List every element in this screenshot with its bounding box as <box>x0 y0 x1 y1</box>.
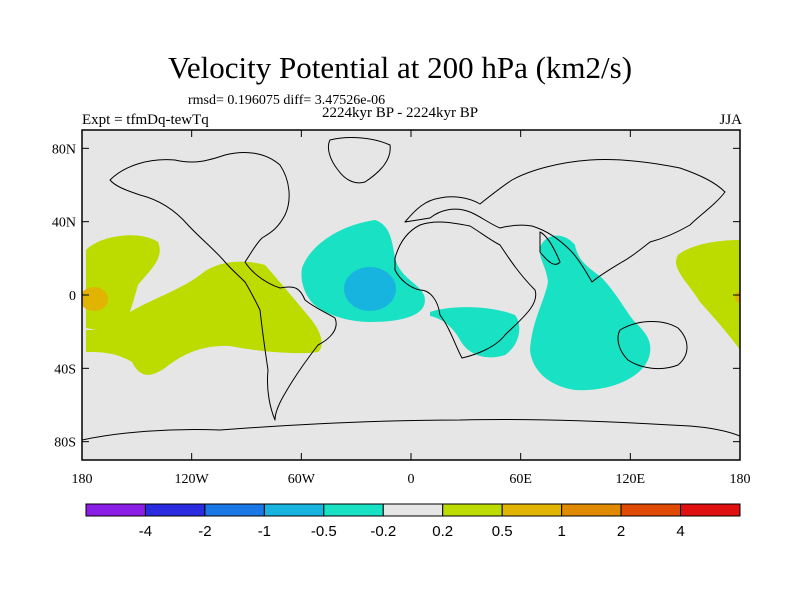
anomaly-field-layer <box>82 220 740 391</box>
lon-tick-label: 60W <box>288 472 316 487</box>
india-coastline <box>539 231 561 265</box>
colorbar-label: -0.5 <box>311 523 337 540</box>
colorbar-label: -2 <box>198 523 211 540</box>
coastline-layer <box>82 137 740 441</box>
antarctica-coastline <box>82 418 740 441</box>
western-pacific-positive-core <box>735 291 740 303</box>
colorbar-swatch <box>323 503 384 517</box>
eastern-pacific-positive-region <box>86 261 322 375</box>
atlantic-negative-core <box>344 267 396 311</box>
eurasia-coastline <box>404 158 726 283</box>
colorbar-swatch <box>501 503 563 517</box>
colorbar-label: 0.2 <box>432 523 453 540</box>
colorbar-swatch <box>85 503 146 517</box>
colorbar-label: -0.2 <box>370 523 396 540</box>
colorbar-swatch <box>561 503 622 517</box>
colorbar-label: 0.5 <box>492 523 513 540</box>
lon-tick-label: 180 <box>72 472 93 487</box>
lon-tick-label: 120W <box>175 472 210 487</box>
colorbar-swatch <box>382 503 444 517</box>
colorbar-label: 2 <box>617 523 625 540</box>
period-label: 2224kyr BP - 2224kyr BP <box>322 105 479 121</box>
africa-coastline <box>394 221 537 359</box>
latitude-axis: 80N 40N 0 40S 80S <box>52 142 740 451</box>
australia-coastline <box>617 321 688 370</box>
central-pacific-positive-core <box>82 287 108 311</box>
western-pacific-positive-region <box>676 240 740 350</box>
statistics-label: rmsd= 0.196075 diff= 3.47526e-06 <box>188 93 386 108</box>
colorbar: -4 -2 -1 -0.5 -0.2 0.2 0.5 1 2 4 <box>85 503 741 540</box>
americas-coastline <box>109 152 337 421</box>
lat-tick-label: 40S <box>54 362 76 377</box>
colorbar-swatch <box>144 503 206 517</box>
southwest-indian-negative-region <box>430 307 520 358</box>
colorbar-swatch <box>680 503 741 517</box>
lon-tick-label: 0 <box>408 472 415 487</box>
lat-tick-label: 80S <box>54 436 76 451</box>
colorbar-swatch <box>204 503 265 517</box>
greenland-coastline <box>327 137 391 184</box>
colorbar-swatch <box>620 503 682 517</box>
experiment-label: Expt = tfmDq-tewTq <box>82 112 209 128</box>
lat-tick-label: 80N <box>52 142 76 157</box>
lon-tick-label: 180 <box>730 472 751 487</box>
lon-tick-label: 120E <box>616 472 646 487</box>
indian-ocean-negative-region <box>530 235 651 391</box>
colorbar-label: -4 <box>139 523 152 540</box>
plot-title: Velocity Potential at 200 hPa (km2/s) <box>167 50 633 85</box>
lat-tick-label: 40N <box>52 216 76 231</box>
lat-tick-label: 0 <box>69 289 76 304</box>
colorbar-label: 4 <box>676 523 684 540</box>
season-label: JJA <box>719 112 742 128</box>
colorbar-swatch <box>442 503 503 517</box>
longitude-axis: 180 120W 60W 0 60E 120E 180 <box>72 130 751 487</box>
colorbar-label: -1 <box>258 523 271 540</box>
colorbar-swatch <box>263 503 325 517</box>
lon-tick-label: 60E <box>509 472 532 487</box>
colorbar-label: 1 <box>557 523 565 540</box>
